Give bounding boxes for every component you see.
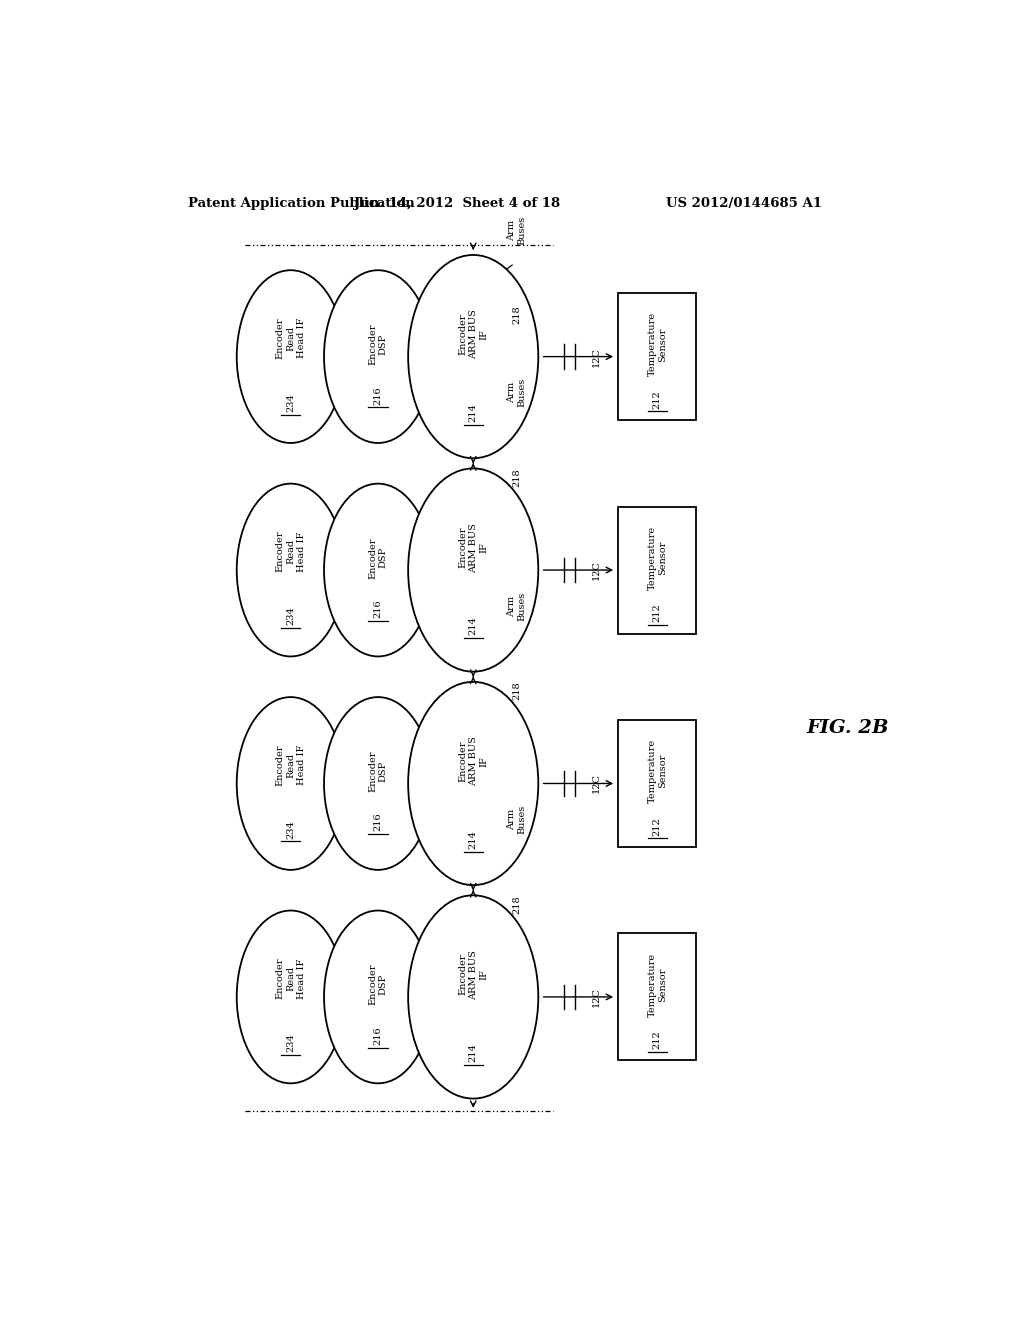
Ellipse shape: [237, 697, 345, 870]
Ellipse shape: [324, 483, 432, 656]
Text: Arm
Buses: Arm Buses: [507, 591, 526, 620]
Text: Arm
Buses: Arm Buses: [507, 378, 526, 408]
Text: 12C: 12C: [591, 987, 600, 1007]
Ellipse shape: [237, 911, 345, 1084]
Text: Encoder
DSP: Encoder DSP: [369, 323, 388, 366]
Text: Temperature
Sensor: Temperature Sensor: [647, 525, 667, 590]
Text: 12C: 12C: [591, 560, 600, 579]
Text: 218: 218: [512, 682, 521, 701]
Text: 214: 214: [469, 830, 478, 849]
Text: Encoder
ARM BUS
IF: Encoder ARM BUS IF: [459, 737, 488, 787]
Text: Temperature
Sensor: Temperature Sensor: [647, 953, 667, 1016]
Text: Arm
Buses: Arm Buses: [507, 805, 526, 834]
Text: FIG. 2B: FIG. 2B: [807, 718, 889, 737]
Text: Encoder
Read
Head IF: Encoder Read Head IF: [275, 531, 305, 573]
Ellipse shape: [409, 255, 539, 458]
Text: 212: 212: [653, 1030, 662, 1049]
Text: 216: 216: [374, 385, 383, 404]
Ellipse shape: [409, 682, 539, 886]
Text: Encoder
Read
Head IF: Encoder Read Head IF: [275, 744, 305, 785]
Text: Encoder
Read
Head IF: Encoder Read Head IF: [275, 958, 305, 999]
Text: 212: 212: [653, 817, 662, 836]
Text: 216: 216: [374, 599, 383, 618]
Bar: [618, 293, 696, 420]
Text: Temperature
Sensor: Temperature Sensor: [647, 313, 667, 376]
Ellipse shape: [409, 469, 539, 672]
Text: Temperature
Sensor: Temperature Sensor: [647, 739, 667, 804]
Text: Encoder
Read
Head IF: Encoder Read Head IF: [275, 318, 305, 359]
Ellipse shape: [324, 271, 432, 444]
Text: 234: 234: [286, 820, 295, 838]
Ellipse shape: [237, 483, 345, 656]
Text: 212: 212: [653, 603, 662, 622]
Text: 212: 212: [653, 389, 662, 409]
Text: US 2012/0144685 A1: US 2012/0144685 A1: [667, 197, 822, 210]
Ellipse shape: [324, 697, 432, 870]
Text: 216: 216: [374, 813, 383, 832]
Text: 214: 214: [469, 403, 478, 422]
Ellipse shape: [237, 271, 345, 444]
Text: 218: 218: [512, 469, 521, 487]
Text: Jun. 14, 2012  Sheet 4 of 18: Jun. 14, 2012 Sheet 4 of 18: [354, 197, 560, 210]
Bar: [618, 507, 696, 634]
Bar: [618, 719, 696, 847]
Text: 218: 218: [512, 895, 521, 913]
Ellipse shape: [324, 911, 432, 1084]
Text: 214: 214: [469, 616, 478, 635]
Text: Patent Application Publication: Patent Application Publication: [187, 197, 415, 210]
Text: 12C: 12C: [591, 347, 600, 367]
Text: Encoder
ARM BUS
IF: Encoder ARM BUS IF: [459, 949, 488, 999]
Bar: [618, 933, 696, 1060]
Text: Encoder
DSP: Encoder DSP: [369, 537, 388, 578]
Text: 12C: 12C: [591, 774, 600, 793]
Text: Encoder
ARM BUS
IF: Encoder ARM BUS IF: [459, 309, 488, 359]
Ellipse shape: [409, 895, 539, 1098]
Text: 234: 234: [286, 1034, 295, 1052]
Text: Encoder
DSP: Encoder DSP: [369, 964, 388, 1006]
Text: 218: 218: [512, 306, 521, 325]
Text: Arm
Buses: Arm Buses: [507, 215, 526, 244]
Text: Encoder
ARM BUS
IF: Encoder ARM BUS IF: [459, 523, 488, 573]
Text: 234: 234: [286, 606, 295, 626]
Text: 216: 216: [374, 1026, 383, 1045]
Text: 234: 234: [286, 393, 295, 412]
Text: 214: 214: [469, 1043, 478, 1063]
Text: Encoder
DSP: Encoder DSP: [369, 751, 388, 792]
